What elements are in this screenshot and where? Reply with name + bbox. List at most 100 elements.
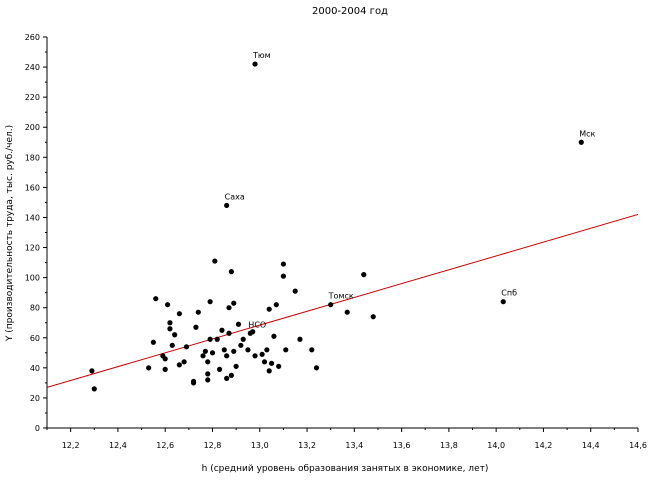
data-point xyxy=(276,363,282,369)
y-tick-label: 120 xyxy=(25,244,40,253)
chart-axes xyxy=(46,37,638,429)
x-tick-label: 12,2 xyxy=(62,441,80,450)
data-point xyxy=(226,330,232,336)
data-point xyxy=(297,336,303,342)
data-point xyxy=(261,359,268,365)
x-tick-label: 13,0 xyxy=(251,441,269,450)
data-point xyxy=(226,305,232,311)
data-point xyxy=(181,359,187,365)
data-point xyxy=(167,326,173,332)
point-annotation: Томск xyxy=(328,292,354,301)
data-point xyxy=(370,314,376,320)
y-axis-label: Y (производительность труда, тыс. руб./ч… xyxy=(5,125,15,342)
data-point xyxy=(209,350,216,356)
data-point xyxy=(283,347,289,353)
x-tick-label: 13,2 xyxy=(298,441,316,450)
y-tick-label: 0 xyxy=(35,424,40,433)
data-point xyxy=(169,342,175,348)
data-point xyxy=(183,344,190,350)
data-point xyxy=(195,309,201,315)
y-tick-label: 260 xyxy=(25,33,40,42)
data-point xyxy=(176,362,182,368)
data-point xyxy=(153,296,159,302)
data-point xyxy=(271,333,277,339)
y-tick-label: 20 xyxy=(30,394,40,403)
data-point xyxy=(309,347,315,353)
data-point xyxy=(578,139,584,145)
data-point xyxy=(292,288,298,294)
data-point xyxy=(247,330,253,336)
data-point xyxy=(205,359,211,365)
data-point xyxy=(233,363,239,369)
x-tick-label: 12,4 xyxy=(109,441,127,450)
data-point xyxy=(205,371,211,377)
x-tick-label: 13,4 xyxy=(345,441,363,450)
data-point xyxy=(146,365,152,371)
data-point xyxy=(268,360,275,366)
data-point xyxy=(224,353,230,359)
point-annotation: Мск xyxy=(579,129,595,138)
data-point xyxy=(224,202,230,209)
data-point xyxy=(252,61,258,67)
point-annotation: Саха xyxy=(225,192,245,201)
x-tick-label: 13,6 xyxy=(393,441,411,450)
x-tick-label: 14,4 xyxy=(582,441,600,450)
data-point xyxy=(216,366,223,372)
data-point xyxy=(164,302,171,308)
data-point xyxy=(328,302,334,308)
data-point xyxy=(344,309,350,315)
y-tick-label: 140 xyxy=(25,213,40,222)
data-point xyxy=(238,342,244,348)
data-point xyxy=(228,372,234,378)
y-tick-label: 100 xyxy=(25,274,40,283)
data-point xyxy=(259,351,265,357)
data-point xyxy=(205,377,211,383)
point-annotation: Тюм xyxy=(252,51,271,60)
x-axis-label: h (средний уровень образования занятых в… xyxy=(202,464,489,474)
data-point xyxy=(162,356,168,362)
data-point xyxy=(231,348,237,354)
point-annotations: Тюм Саха НСО Томск Спб Мск xyxy=(225,51,596,329)
data-point xyxy=(200,353,206,359)
y-tick-label: 220 xyxy=(25,93,40,102)
data-point xyxy=(202,348,208,354)
data-point xyxy=(361,272,367,278)
data-point xyxy=(273,302,279,308)
x-tick-label: 12,8 xyxy=(204,441,222,450)
data-point xyxy=(266,306,272,312)
chart-title: 2000-2004 год xyxy=(312,6,388,17)
data-point xyxy=(224,375,230,381)
data-point xyxy=(245,347,251,353)
data-point xyxy=(176,311,182,317)
data-point xyxy=(264,347,270,353)
data-point xyxy=(193,324,199,330)
data-point xyxy=(207,299,213,305)
x-tick-label: 14,2 xyxy=(535,441,553,450)
data-point xyxy=(231,300,237,306)
x-tick-label: 14,6 xyxy=(629,441,647,450)
y-tick-label: 60 xyxy=(30,334,40,343)
x-tick-label: 14,0 xyxy=(487,441,505,450)
point-annotation: НСО xyxy=(248,320,266,329)
data-point xyxy=(150,339,156,345)
x-tick-label: 12,6 xyxy=(156,441,174,450)
data-point xyxy=(190,380,197,386)
data-point xyxy=(207,336,213,342)
y-tick-label: 160 xyxy=(25,183,40,192)
data-point xyxy=(219,327,225,333)
y-tick-label: 200 xyxy=(25,123,40,132)
data-point xyxy=(228,269,234,275)
data-point xyxy=(91,386,97,392)
y-tick-label: 40 xyxy=(30,364,40,373)
point-annotation: Спб xyxy=(501,289,517,298)
data-point xyxy=(235,321,242,327)
data-point xyxy=(252,353,258,359)
y-tick-label: 240 xyxy=(25,63,40,72)
data-point xyxy=(280,261,286,267)
trend-line xyxy=(46,213,639,388)
data-point xyxy=(221,347,227,353)
data-point xyxy=(212,258,218,264)
trend-line-group xyxy=(46,213,639,388)
data-point xyxy=(240,336,246,342)
